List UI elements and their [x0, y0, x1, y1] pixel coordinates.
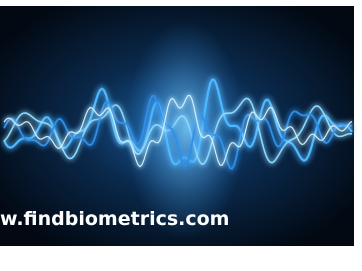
- watermark: w.findbiometrics.com: [0, 208, 229, 230]
- image: w.findbiometrics.com: [0, 0, 362, 271]
